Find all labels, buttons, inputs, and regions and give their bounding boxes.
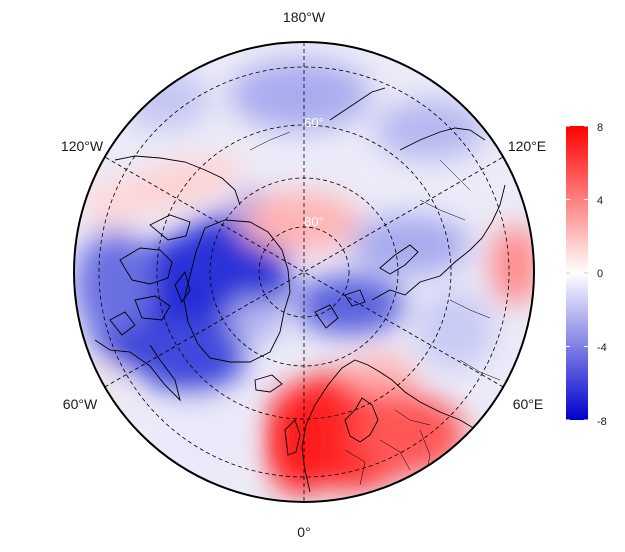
lon-label-60w: 60°W: [63, 396, 98, 412]
lat-label-80: 80°: [304, 214, 324, 229]
svalbard-outline: [314, 289, 366, 329]
lon-label-0: 0°: [297, 524, 310, 540]
lon-label-180w: 180°W: [283, 9, 326, 25]
baltic-coast: [344, 397, 379, 443]
lon-label-60e: 60°E: [513, 396, 544, 412]
colorbar-tick-label: -4: [597, 342, 607, 354]
iceland-outline: [254, 374, 283, 393]
lon-label-120w: 120°W: [61, 138, 104, 154]
graticule: [98, 42, 510, 502]
canadian-archipelago-outline: [109, 214, 191, 336]
colorbar-gradient: [566, 126, 588, 420]
novaya-zemlya-outline: [379, 244, 419, 275]
canada-coast: [94, 339, 181, 402]
siberia-coast: [399, 127, 486, 151]
greenland-outline: [183, 219, 291, 363]
lon-label-120e: 120°E: [508, 138, 546, 154]
uk-outline: [284, 419, 301, 456]
lat-label-60: 60°: [304, 115, 324, 130]
russia-coast: [371, 184, 506, 301]
colorbar-tick-label: 0: [597, 268, 603, 280]
lat-circle-50: [98, 66, 510, 478]
alaska-coast: [114, 155, 241, 206]
lat-circle-60: [156, 124, 452, 420]
colorbar: 8 4 0 -4 -8: [566, 122, 607, 428]
map-border: [73, 41, 535, 503]
europe-coast: [301, 359, 501, 493]
chukotka-coast: [329, 87, 386, 121]
colorbar-tick-label: 8: [597, 122, 603, 134]
country-boundaries: [249, 131, 501, 486]
coastlines: [94, 87, 506, 493]
colorbar-ticks: [566, 125, 588, 421]
colorbar-tick-label: 4: [597, 195, 603, 207]
colorbar-tick-label: -8: [597, 416, 607, 428]
